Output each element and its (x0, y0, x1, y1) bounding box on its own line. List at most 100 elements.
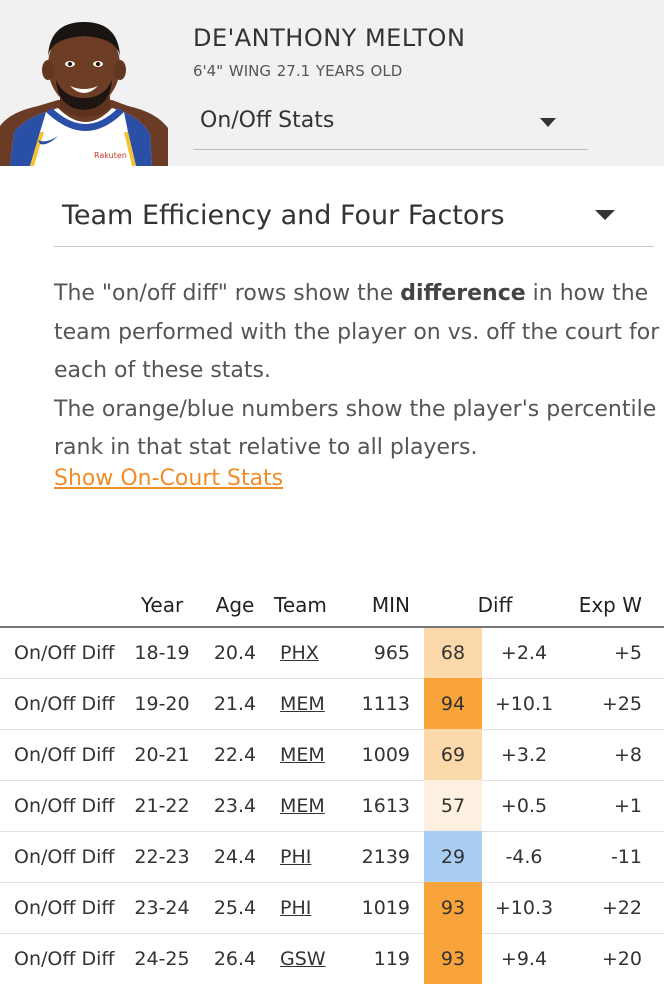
cell-team: PHI (274, 881, 348, 933)
cell-min: 1019 (348, 881, 424, 933)
player-name: DE'ANTHONY MELTON (193, 24, 466, 52)
table-row: On/Off Diff 20-21 22.4 MEM 1009 69 +3.2 +8 (0, 728, 664, 780)
cell-team: MEM (274, 728, 348, 780)
cell-diff: +9.4 (482, 932, 566, 984)
row-label: On/Off Diff (0, 932, 128, 984)
section-dropdown-value: Team Efficiency and Four Factors (62, 200, 505, 231)
player-meta: 6'4" WING 27.1 YEARS OLD (193, 62, 402, 80)
team-link[interactable]: MEM (280, 692, 325, 715)
cell-year: 18-19 (134, 641, 190, 664)
cell-diff: -4.6 (482, 830, 566, 882)
cell-year: 20-21 (128, 728, 196, 780)
table-row: On/Off Diff 19-20 21.4 MEM 1113 94 +10.1 +25 (0, 677, 664, 729)
column-header-diff[interactable]: Diff (424, 584, 566, 628)
cell-year: 22-23 (128, 830, 196, 882)
team-link[interactable]: MEM (280, 794, 325, 817)
team-link[interactable]: PHI (280, 896, 312, 919)
description-line: The orange/blue numbers show the player'… (54, 396, 657, 422)
row-label: On/Off Diff (14, 641, 115, 664)
cell-year: 19-20 (128, 677, 196, 729)
percentile-badge: 68 (424, 627, 482, 678)
column-header-label (0, 584, 128, 628)
cell-diff: +0.5 (482, 779, 566, 831)
column-header-min[interactable]: MIN (348, 584, 424, 628)
cell-team: MEM (274, 779, 348, 831)
column-header-year[interactable]: Year (128, 584, 196, 628)
cell-age: 22.4 (196, 728, 274, 780)
column-header-age[interactable]: Age (196, 584, 274, 628)
description-line1-pre: The "on/off diff" rows show the (54, 281, 401, 306)
description-line: team performed with the player on vs. of… (54, 319, 660, 345)
cell-diff: +10.3 (482, 881, 566, 933)
percentile-badge: 69 (424, 729, 482, 780)
team-link[interactable]: GSW (280, 947, 326, 970)
cell-min: 1113 (348, 677, 424, 729)
column-header-team[interactable]: Team (274, 584, 348, 628)
view-dropdown-value: On/Off Stats (200, 108, 335, 133)
team-link[interactable]: PHI (280, 845, 312, 868)
table-row: On/Off Diff 18-19 20.4 PHX 965 68 +2.4 +5 (0, 627, 664, 678)
player-age: 27.1 YEARS OLD (276, 62, 403, 80)
cell-exp-w: +1 (566, 779, 664, 831)
column-header-exp-w[interactable]: Exp W (566, 584, 664, 628)
table-header-row: Year Age Team MIN Diff Exp W (0, 584, 664, 628)
caret-down-icon (540, 118, 556, 127)
cell-exp-w: -11 (566, 830, 664, 882)
cell-diff: +3.2 (482, 728, 566, 780)
cell-year: 23-24 (128, 881, 196, 933)
description-line: each of these stats. (54, 358, 271, 383)
cell-diff: +2.4 (500, 641, 548, 664)
table-row: On/Off Diff 24-25 26.4 GSW 119 93 +9.4 +20 (0, 932, 664, 984)
cell-year: 21-22 (128, 779, 196, 831)
player-header: Rakuten DE'ANTHONY MELTON 6'4" WING 27.1… (0, 0, 664, 166)
cell-min: 2139 (348, 830, 424, 882)
cell-diff: +10.1 (482, 677, 566, 729)
team-link[interactable]: PHX (280, 641, 319, 664)
row-label: On/Off Diff (0, 779, 128, 831)
caret-down-icon (595, 210, 615, 220)
description-text: The "on/off diff" rows show the differen… (54, 275, 660, 468)
cell-team: PHX (274, 627, 348, 678)
table-row: On/Off Diff 23-24 25.4 PHI 1019 93 +10.3 +22 (0, 881, 664, 933)
table-row: On/Off Diff 22-23 24.4 PHI 2139 29 -4.6 -11 (0, 830, 664, 882)
cell-exp-w: +25 (566, 677, 664, 729)
cell-age: 24.4 (196, 830, 274, 882)
row-label: On/Off Diff (0, 728, 128, 780)
cell-min: 1009 (348, 728, 424, 780)
team-link[interactable]: MEM (280, 743, 325, 766)
cell-exp-w: +8 (566, 728, 664, 780)
percentile-badge: 57 (424, 780, 482, 831)
cell-min: 1613 (348, 779, 424, 831)
description-line1-post: in how the (525, 281, 649, 306)
on-off-stats-table: Year Age Team MIN Diff Exp W On/Off Diff… (0, 584, 664, 984)
cell-team: MEM (274, 677, 348, 729)
cell-age: 23.4 (196, 779, 274, 831)
show-on-court-stats-link[interactable]: Show On-Court Stats (54, 466, 284, 491)
cell-exp-w: +22 (566, 881, 664, 933)
row-label: On/Off Diff (0, 881, 128, 933)
cell-age: 25.4 (196, 881, 274, 933)
row-label: On/Off Diff (0, 677, 128, 729)
percentile-badge: 94 (424, 678, 482, 729)
jersey-sponsor: Rakuten (94, 151, 127, 160)
description-line: The "on/off diff" rows show the differen… (54, 275, 654, 314)
cell-age: 26.4 (196, 932, 274, 984)
row-label: On/Off Diff (0, 830, 128, 882)
description-line: rank in that stat relative to all player… (54, 435, 478, 460)
description-emphasis: difference (400, 281, 526, 306)
cell-team: PHI (274, 830, 348, 882)
cell-exp-w: +5 (613, 641, 642, 664)
cell-team: GSW (274, 932, 348, 984)
view-dropdown[interactable]: On/Off Stats (193, 100, 588, 150)
percentile-badge: 93 (424, 882, 482, 933)
cell-year: 24-25 (128, 932, 196, 984)
cell-age: 20.4 (213, 641, 257, 664)
player-headshot: Rakuten (0, 8, 168, 166)
percentile-badge: 93 (424, 933, 482, 984)
percentile-badge: 29 (424, 831, 482, 882)
cell-min: 965 (373, 641, 410, 664)
player-height-position: 6'4" WING (193, 62, 271, 80)
cell-age: 21.4 (196, 677, 274, 729)
section-dropdown[interactable]: Team Efficiency and Four Factors (54, 188, 654, 247)
table-row: On/Off Diff 21-22 23.4 MEM 1613 57 +0.5 +1 (0, 779, 664, 831)
